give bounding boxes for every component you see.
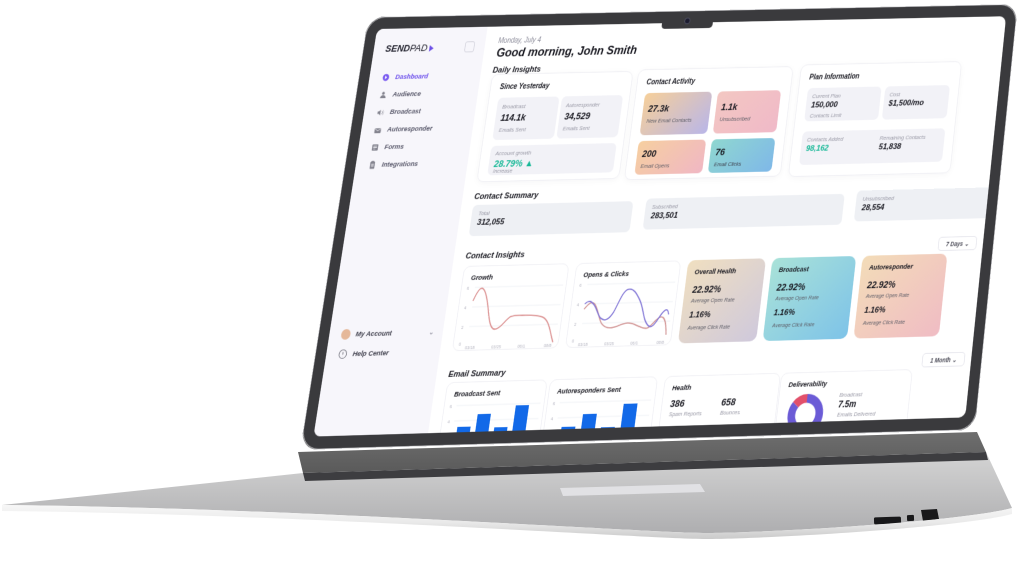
- svg-text:2: 2: [461, 325, 465, 331]
- svg-text:03/18: 03/18: [578, 341, 589, 347]
- svg-text:0: 0: [572, 338, 576, 344]
- svg-text:6: 6: [579, 282, 583, 287]
- svg-text:4: 4: [576, 302, 580, 308]
- svg-text:08/8: 08/8: [543, 342, 552, 348]
- svg-text:4: 4: [464, 305, 468, 311]
- svg-text:06/1: 06/1: [517, 343, 526, 349]
- svg-text:6: 6: [449, 404, 453, 410]
- svg-text:0: 0: [458, 341, 462, 347]
- svg-text:03/25: 03/25: [491, 344, 502, 350]
- svg-text:6: 6: [553, 401, 557, 407]
- svg-text:4: 4: [447, 419, 451, 425]
- svg-text:03/25: 03/25: [604, 341, 615, 347]
- svg-text:6: 6: [467, 285, 471, 291]
- svg-text:08/8: 08/8: [656, 339, 665, 345]
- svg-text:03/18: 03/18: [465, 345, 476, 351]
- svg-text:2: 2: [574, 322, 578, 328]
- svg-text:06/1: 06/1: [630, 340, 639, 346]
- svg-text:4: 4: [550, 416, 554, 422]
